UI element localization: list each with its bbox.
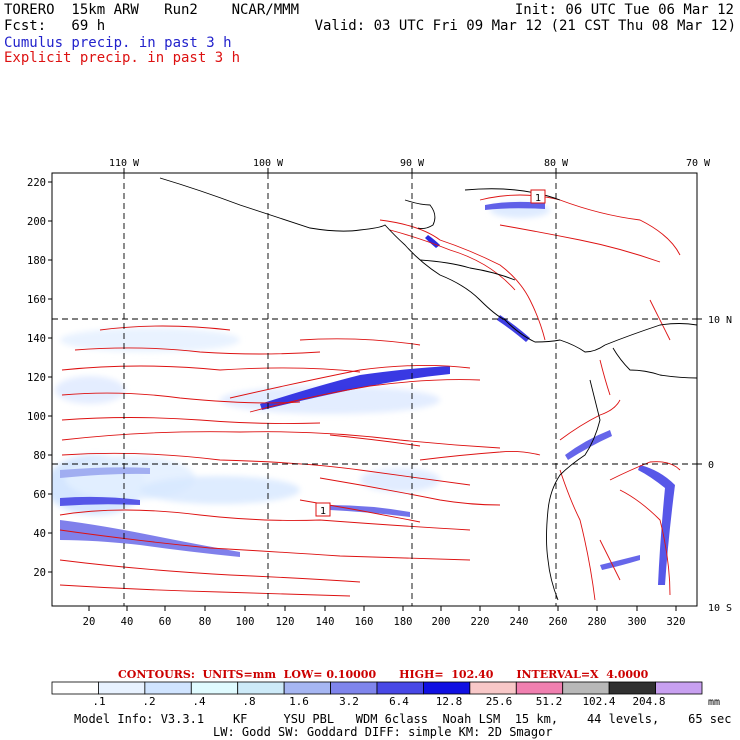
- x-axis-label: 320: [667, 616, 686, 628]
- x-axis-label: 40: [121, 616, 134, 628]
- lat-label: 10 S: [708, 603, 732, 614]
- x-axis-label: 220: [471, 616, 490, 628]
- colorbar-tick: .8: [242, 695, 255, 708]
- legend-cumulus: Cumulus precip. in past 3 h: [4, 35, 232, 51]
- contours-info: CONTOURS: UNITS=mm LOW= 0.10000 HIGH= 10…: [118, 668, 649, 681]
- x-axis-label: 160: [355, 616, 374, 628]
- valid-time: Valid: 03 UTC Fri 09 Mar 12 (21 CST Thu …: [314, 18, 736, 34]
- y-axis-label: 80: [33, 450, 46, 462]
- map-frame: [51, 172, 698, 607]
- colorbar-swatch: [330, 681, 378, 695]
- box-label: 1: [320, 506, 326, 517]
- y-axis-label: 220: [27, 177, 46, 189]
- physics-info: LW: Godd SW: Goddard DIFF: simple KM: 2D…: [213, 725, 553, 739]
- x-axis-label: 200: [432, 616, 451, 628]
- legend-explicit: Explicit precip. in past 3 h: [4, 50, 241, 66]
- colorbar-tick: .4: [192, 695, 206, 708]
- colorbar-tick: 204.8: [632, 695, 665, 708]
- y-axis-label: 120: [27, 372, 46, 384]
- y-axis-label: 180: [27, 255, 46, 267]
- y-axis-label: 100: [27, 411, 46, 423]
- colorbar-swatch: [655, 681, 703, 695]
- colorbar-swatch: [144, 681, 192, 695]
- y-axis-label: 60: [33, 489, 46, 501]
- y-axis-label: 200: [27, 216, 46, 228]
- lat-label: 10 N: [708, 315, 732, 326]
- colorbar-tick: 25.6: [486, 695, 513, 708]
- colorbar-tick: 6.4: [389, 695, 409, 708]
- colorbar-tick: 1.6: [289, 695, 309, 708]
- y-axis-label: 40: [33, 528, 46, 540]
- run-title: TORERO 15km ARW Run2 NCAR/MMM: [4, 2, 300, 18]
- colorbar-swatch: [283, 681, 331, 695]
- colorbar-swatch: [423, 681, 471, 695]
- x-axis-label: 300: [628, 616, 647, 628]
- y-axis-label: 20: [33, 567, 46, 579]
- lon-label: 100 W: [253, 158, 284, 169]
- box-label: 1: [535, 193, 541, 204]
- colorbar-swatch: [562, 681, 610, 695]
- colorbar-tick: 12.8: [436, 695, 463, 708]
- x-axis-label: 20: [83, 616, 96, 628]
- x-axis-label: 260: [549, 616, 568, 628]
- colorbar-swatch: [237, 681, 285, 695]
- x-axis-label: 240: [510, 616, 529, 628]
- x-axis-label: 120: [276, 616, 295, 628]
- lon-label: 70 W: [686, 158, 711, 169]
- colorbar-tick: 102.4: [582, 695, 615, 708]
- cumulus-heavy-bands: [60, 201, 675, 585]
- x-axis-label: 80: [199, 616, 212, 628]
- lon-label: 90 W: [400, 158, 425, 169]
- contour-label-boxes: [315, 189, 546, 517]
- x-axis-label: 60: [159, 616, 172, 628]
- lon-label: 80 W: [544, 158, 569, 169]
- init-time: Init: 06 UTC Tue 06 Mar 12: [514, 2, 734, 18]
- x-axis-label: 180: [394, 616, 413, 628]
- lat-lon-grid: [52, 173, 697, 606]
- lon-label: 110 W: [109, 158, 140, 169]
- forecast-hour: Fcst: 69 h: [4, 18, 106, 34]
- lat-label: 0: [708, 460, 714, 471]
- colorbar-swatch: [190, 681, 239, 695]
- colorbar-tick: .2: [142, 695, 155, 708]
- coastlines: [159, 177, 697, 601]
- colorbar-unit: mm: [708, 697, 720, 708]
- colorbar-swatch: [51, 681, 99, 695]
- x-axis-label: 100: [236, 616, 255, 628]
- colorbar-swatch: [515, 681, 564, 695]
- colorbar-tick: 3.2: [339, 695, 359, 708]
- x-axis-label: 140: [316, 616, 335, 628]
- y-axis-label: 160: [27, 294, 46, 306]
- colorbar-tick: 51.2: [536, 695, 563, 708]
- colorbar-swatch: [469, 681, 517, 695]
- explicit-precip-contours: [59, 194, 681, 601]
- x-axis-label: 280: [588, 616, 607, 628]
- y-axis-label: 140: [27, 333, 46, 345]
- colorbar-tick: .1: [92, 695, 105, 708]
- colorbar-swatch: [376, 681, 424, 695]
- colorbar-swatch: [608, 681, 656, 695]
- colorbar-swatch: [98, 681, 146, 695]
- model-info: Model Info: V3.3.1 KF YSU PBL WDM 6class…: [74, 712, 732, 726]
- colorbar: [51, 681, 703, 695]
